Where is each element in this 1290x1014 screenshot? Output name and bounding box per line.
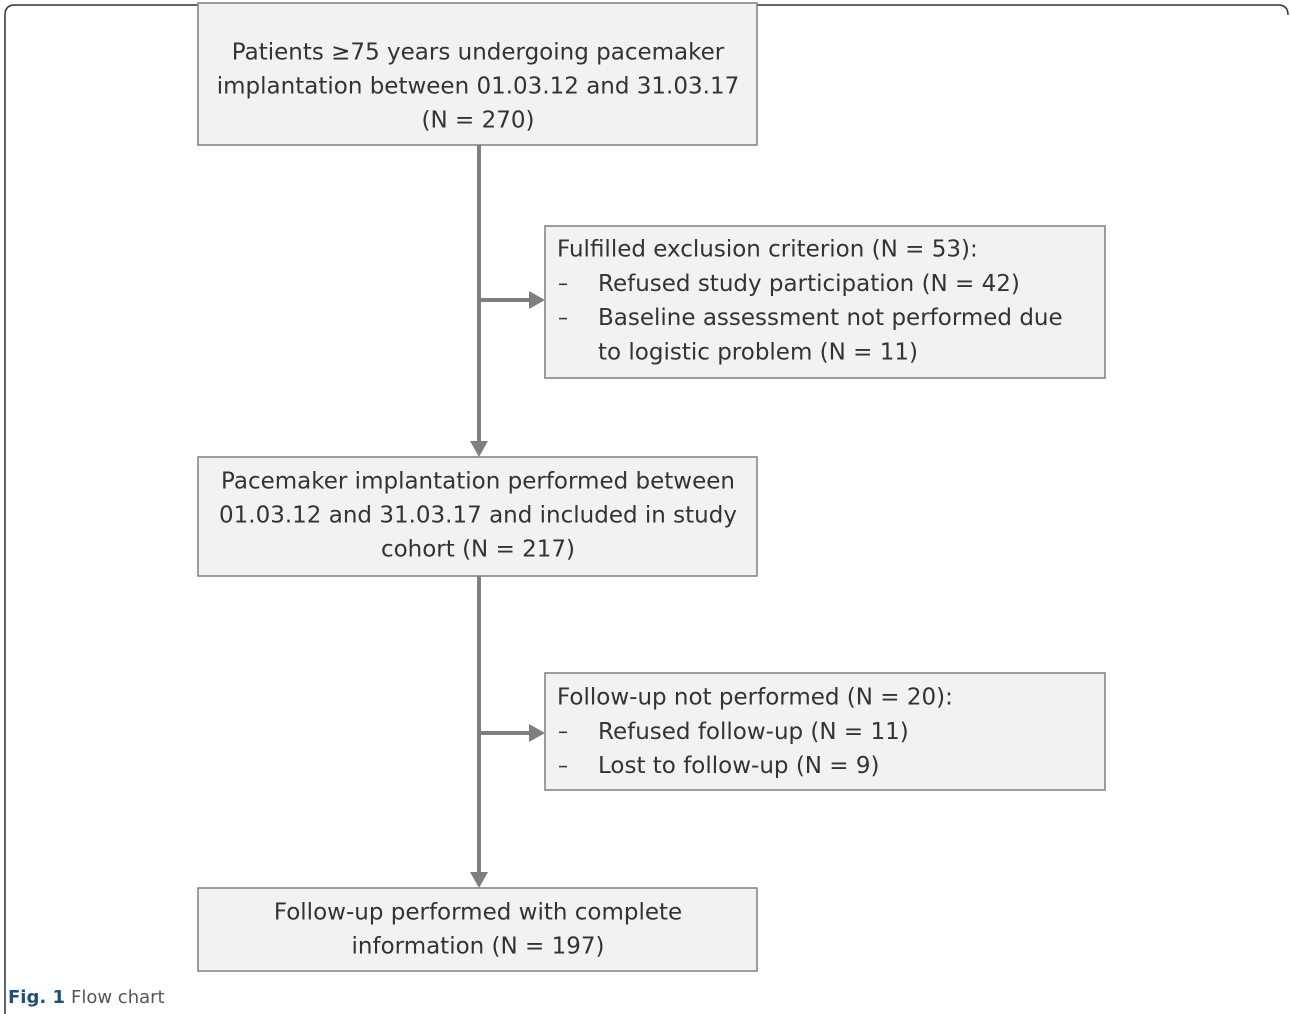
node-heading: Fulfilled exclusion criterion (N = 53): [557,237,978,263]
arrow-head [470,441,488,457]
node-item: Lost to follow-up (N = 9) [598,753,880,779]
node-text: information (N = 197) [352,934,605,960]
caption-label: Fig. 1 [8,987,65,1008]
node-item: Refused follow-up (N = 11) [598,719,909,745]
node-text: cohort (N = 217) [381,537,575,563]
box [197,887,758,972]
node-text: implantation between 01.03.12 and 31.03.… [217,74,739,100]
box [544,672,1106,791]
node-text: Pacemaker implantation performed between [221,469,735,495]
node-item: Refused study participation (N = 42) [598,271,1020,297]
caption: Fig. 1 Flow chart [8,987,165,1008]
arrow-head [470,872,488,888]
arrow-head [529,724,545,742]
caption-text: Flow chart [71,987,165,1008]
node-text: (N = 270) [422,108,535,134]
arrow-head [529,291,545,309]
node-item: Baseline assessment not performed due [598,305,1063,331]
node-text: Follow-up performed with complete [274,900,682,926]
node-item: to logistic problem (N = 11) [598,339,918,365]
frame [4,4,1289,1014]
box [544,225,1106,379]
node-text: 01.03.12 and 31.03.17 and included in st… [219,503,737,529]
node-heading: Follow-up not performed (N = 20): [557,685,953,711]
node-text: Patients ≥75 years undergoing pacemaker [232,40,725,66]
